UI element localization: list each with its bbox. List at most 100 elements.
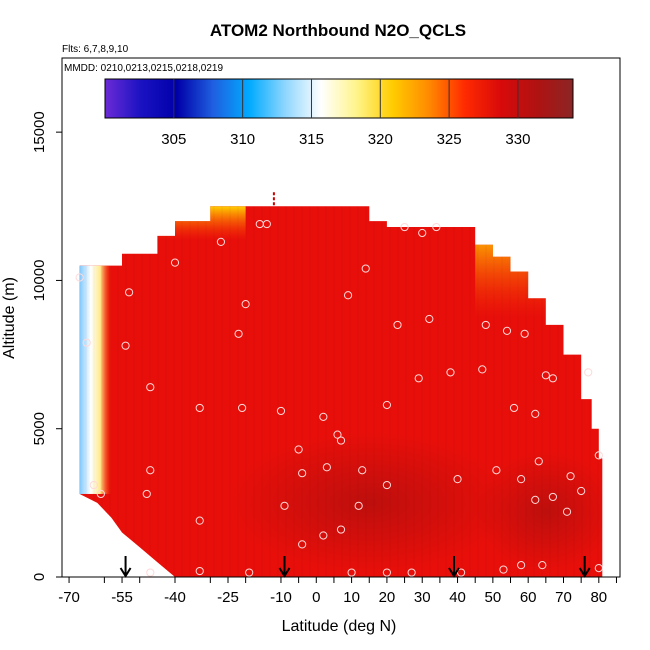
sample-point bbox=[343, 291, 353, 300]
sample-point bbox=[538, 561, 547, 570]
x-tick-label: -40 bbox=[164, 589, 186, 606]
y-tick-label: 10000 bbox=[31, 260, 48, 302]
sample-point bbox=[96, 489, 105, 499]
field-grid bbox=[85, 206, 599, 577]
sample-point bbox=[541, 371, 550, 380]
colorbar-tick-label: 305 bbox=[161, 131, 186, 148]
sample-point bbox=[594, 564, 603, 573]
sample-point bbox=[499, 565, 508, 574]
sample-point bbox=[502, 326, 512, 335]
sample-point bbox=[520, 329, 529, 338]
sample-point bbox=[446, 368, 455, 377]
x-axis-label: Latitude (deg N) bbox=[282, 618, 397, 635]
colorbar-tick-label: 330 bbox=[505, 131, 530, 148]
sample-point bbox=[414, 374, 423, 383]
sample-point bbox=[534, 457, 543, 466]
x-tick-label: -70 bbox=[58, 589, 80, 606]
y-tick-label: 5000 bbox=[31, 412, 48, 445]
sample-point bbox=[382, 400, 392, 410]
y-tick-label: 0 bbox=[31, 573, 48, 581]
n2o-field bbox=[79, 192, 603, 577]
colorbar-tick-label: 310 bbox=[230, 131, 255, 148]
colorbar-tick-label: 325 bbox=[437, 131, 462, 148]
sample-point bbox=[146, 383, 155, 392]
sample-point bbox=[238, 403, 247, 413]
sample-point bbox=[241, 300, 250, 309]
sample-point bbox=[195, 403, 204, 413]
sample-point bbox=[75, 273, 84, 282]
sample-point bbox=[382, 568, 392, 577]
colorbar-tick-label: 315 bbox=[299, 131, 324, 148]
sample-point bbox=[195, 566, 204, 576]
sample-point bbox=[418, 228, 427, 238]
sample-point bbox=[548, 492, 557, 502]
sample-point bbox=[594, 451, 603, 460]
sample-point bbox=[531, 495, 540, 504]
x-axis: -70 -55 -40 -25 -10 0 10 20 30 40 50 60 70 80 bbox=[58, 577, 617, 606]
sample-point bbox=[333, 430, 342, 439]
x-tick-label: -55 bbox=[111, 589, 133, 606]
sample-point bbox=[322, 463, 331, 472]
dates-note: MMDD: 0210,0213,0215,0218,0219 bbox=[64, 63, 223, 74]
flight-arrow-head bbox=[578, 567, 591, 578]
x-tick-label: 80 bbox=[590, 589, 607, 606]
chart-title: ATOM2 Northbound N2O_QCLS bbox=[210, 21, 466, 40]
x-tick-label: 30 bbox=[414, 589, 431, 606]
sample-point bbox=[146, 466, 155, 475]
flight-arrow-head bbox=[448, 567, 460, 578]
sample-point bbox=[453, 475, 462, 484]
sample-point bbox=[294, 445, 303, 454]
sample-point bbox=[358, 466, 367, 475]
colorbar-ticks: 305 310 315 320 325 330 bbox=[161, 79, 530, 148]
sample-point bbox=[393, 320, 402, 330]
sample-point bbox=[400, 222, 409, 232]
plot-frame bbox=[61, 57, 621, 578]
sample-point bbox=[577, 486, 586, 496]
sample-point bbox=[216, 237, 226, 246]
sample-point bbox=[245, 568, 254, 577]
sample-point bbox=[407, 568, 416, 577]
colorbar bbox=[104, 78, 574, 119]
sample-point bbox=[425, 314, 434, 324]
sample-point bbox=[336, 525, 346, 534]
sample-point bbox=[456, 568, 466, 577]
field-edge-left bbox=[79, 265, 112, 494]
y-axis: 0 5000 10000 15000 bbox=[31, 111, 62, 581]
sample-point bbox=[262, 219, 271, 229]
sample-point bbox=[142, 489, 151, 499]
field-edge-top bbox=[475, 227, 603, 318]
x-tick-label: 10 bbox=[343, 589, 360, 606]
sample-point bbox=[382, 480, 392, 490]
sample-point bbox=[125, 288, 134, 297]
sample-point bbox=[548, 374, 557, 383]
sample-point bbox=[319, 531, 328, 540]
y-tick-label: 15000 bbox=[31, 111, 48, 153]
sample-point bbox=[319, 412, 328, 421]
sample-point bbox=[566, 472, 575, 481]
sample-point bbox=[195, 516, 204, 525]
sample-point bbox=[432, 222, 441, 232]
y-axis-label: Altitude (m) bbox=[1, 277, 18, 359]
sample-point bbox=[336, 436, 346, 445]
sample-point bbox=[276, 406, 286, 416]
x-tick-label: 40 bbox=[449, 589, 466, 606]
sample-point bbox=[531, 409, 540, 418]
field-edge-top bbox=[157, 206, 246, 241]
sample-point bbox=[347, 568, 356, 577]
sample-point bbox=[82, 338, 91, 347]
sample-point bbox=[354, 501, 363, 510]
sample-point bbox=[509, 403, 519, 413]
flight-arrow-head bbox=[278, 567, 291, 578]
field-core bbox=[475, 451, 603, 572]
sample-point bbox=[89, 480, 98, 490]
flight-arrow-head bbox=[119, 567, 132, 578]
sample-point bbox=[170, 258, 180, 267]
x-tick-label: 50 bbox=[485, 589, 502, 606]
x-tick-label: -10 bbox=[270, 589, 292, 606]
x-tick-label: 60 bbox=[520, 589, 537, 606]
flights-note: Flts: 6,7,8,9,10 bbox=[62, 44, 129, 55]
field-core bbox=[229, 432, 510, 573]
x-tick-label: -25 bbox=[217, 589, 239, 606]
sample-point bbox=[146, 568, 155, 577]
